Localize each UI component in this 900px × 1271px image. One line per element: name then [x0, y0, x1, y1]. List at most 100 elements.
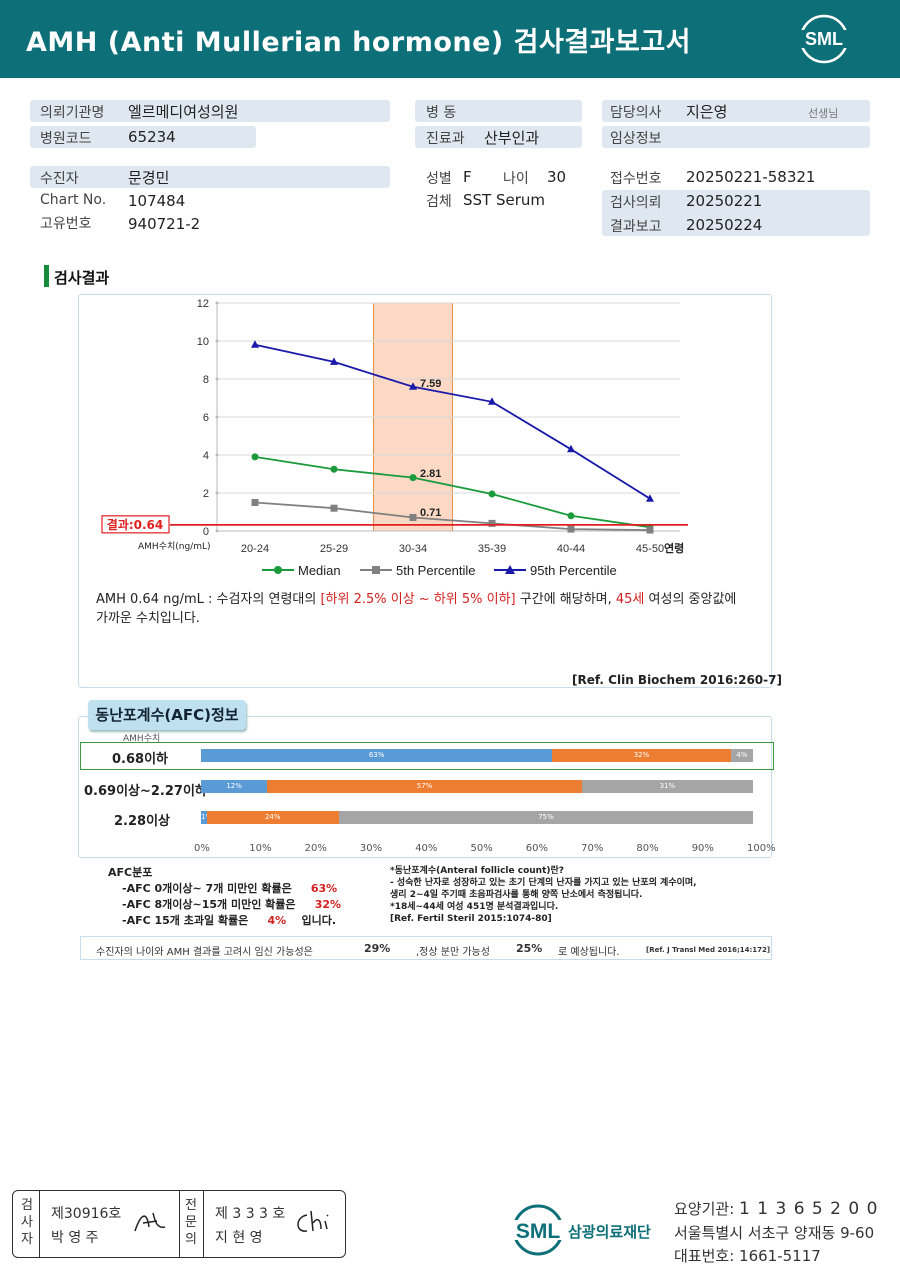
chart-no-label: Chart No. [40, 192, 107, 208]
data-point [567, 444, 575, 453]
data-point [567, 525, 575, 533]
hospital-code-value: 65234 [128, 128, 176, 146]
afc-dist-line: -AFC 0개이상~ 7개 미만인 확률은 63% [122, 882, 338, 895]
y-tick-label: 8 [203, 374, 209, 386]
afc-definition: *동난포계수(Anteral follicle count)란? - 성숙한 난… [390, 866, 697, 924]
tester-col-label: 검사자 [21, 1198, 33, 1247]
tester-signature-icon [134, 1212, 166, 1232]
afc-axis-tick: 90% [691, 843, 714, 854]
x-tick-label: 40-44 [557, 543, 585, 555]
report-header: AMH (Anti Mullerian hormone) 검사결과보고서 SML [0, 0, 900, 78]
afc-seg: 12% [201, 780, 268, 793]
y-tick-label: 6 [203, 412, 209, 424]
sex-value: F [463, 168, 472, 186]
afc-stack-2: 1% 24% 75% [201, 811, 753, 824]
tester-name: 박 영 주 [51, 1230, 99, 1246]
report-date-value: 20250224 [686, 216, 763, 234]
request-date-value: 20250221 [686, 192, 763, 210]
afc-row-label: 0.69이상~2.27이하 [84, 784, 207, 799]
institution-value: 엘르메디여성의원 [128, 103, 239, 121]
pregnancy-text-c: 로 예상됩니다. [558, 947, 620, 958]
specimen-value: SST Serum [463, 191, 546, 209]
doctor-value: 지은영 [686, 103, 728, 121]
data-point [409, 514, 417, 522]
interp-part-5: 여성의 중앙값에 [644, 592, 737, 607]
dept-label: 진료과 [426, 131, 465, 147]
afc-axis-tick: 100% [747, 843, 776, 854]
data-point [409, 474, 417, 482]
y-tick-label: 0 [203, 526, 209, 538]
afc-seg: 1% [201, 811, 207, 824]
series-line-1 [254, 501, 651, 531]
x-tick-label: 45-50 [636, 543, 664, 555]
doctor-signature-icon [297, 1210, 329, 1232]
afc-axis-tick: 0% [194, 843, 210, 854]
chart-no-value: 107484 [128, 192, 186, 210]
afc-axis-tick: 60% [525, 843, 549, 854]
request-date-label: 검사의뢰 [610, 195, 662, 211]
afc-highlight-row [80, 742, 774, 770]
afc-seg: 75% [338, 811, 753, 824]
data-point [409, 382, 417, 390]
interp-age: 45세 [615, 592, 645, 607]
pregnancy-rate: 29% [364, 942, 391, 955]
legend-label: Median [298, 563, 341, 578]
unique-id-label: 고유번호 [40, 216, 92, 232]
unique-id-value: 940721-2 [128, 215, 201, 233]
reference-3: [Ref. J Transl Med 2016;14:172] [646, 946, 771, 954]
section-title: 검사결과 [54, 269, 110, 287]
doctor-id: 제 3 3 3 호 [215, 1206, 286, 1222]
afc-seg: 32% [552, 749, 731, 762]
patient-label: 수진자 [40, 171, 79, 187]
data-point [488, 490, 496, 498]
afc-dist-title: AFC분포 [108, 866, 153, 879]
x-axis-label: 연령 [664, 541, 684, 555]
afc-axis-tick: 30% [359, 843, 383, 854]
footer-logo-text: SML [516, 1220, 561, 1243]
interp-part-1: AMH 0.64 ng/mL : 수검자의 연령대의 [96, 592, 321, 607]
data-point [330, 504, 338, 512]
data-label: 0.71 [420, 507, 441, 519]
footer-address: 서울특별시 서초구 양재동 9-60 [674, 1224, 875, 1242]
delivery-rate: 25% [516, 942, 543, 955]
pregnancy-summary-box [80, 936, 772, 960]
footer-org-name: 삼광의료재단 [568, 1223, 651, 1241]
afc-stack-0: 63% 32% 4% [201, 749, 753, 762]
report-title: AMH (Anti Mullerian hormone) 검사결과보고서 [26, 27, 692, 58]
afc-seg: 63% [201, 749, 553, 762]
afc-row-label: 2.28이상 [114, 814, 170, 829]
pregnancy-text-a: 수진자의 나이와 AMH 결과를 고려시 임신 가능성은 [96, 947, 313, 958]
patient-box [30, 166, 390, 188]
tester-id: 제30916호 [51, 1206, 122, 1222]
sex-label: 성별 [426, 171, 452, 187]
clinical-box [602, 126, 870, 148]
data-point [251, 453, 259, 461]
legend-marker [372, 566, 380, 574]
signature-box: 검사자 제30916호 박 영 주 전문의 제 3 3 3 호 지 현 영 [12, 1190, 346, 1258]
afc-seg: 4% [730, 749, 753, 762]
afc-seg: 57% [267, 780, 582, 793]
afc-axis-tick: 40% [415, 843, 438, 854]
interp-range: [하위 2.5% 이상 ~ 하위 5% 이하] [320, 592, 516, 607]
x-tick-label: 30-34 [399, 543, 427, 555]
afc-axis-tick: 80% [636, 843, 659, 854]
clinical-label: 임상정보 [610, 131, 662, 147]
section-marker [44, 265, 49, 287]
afc-seg: 24% [206, 811, 339, 824]
ward-label: 병 동 [426, 105, 457, 121]
doctor-label: 담당의사 [610, 105, 662, 121]
age-value: 30 [547, 168, 567, 186]
series-line-0 [254, 456, 651, 529]
doctor-box [602, 100, 870, 122]
data-point [646, 494, 654, 502]
sml-logo: SML [796, 14, 852, 64]
data-point [330, 357, 338, 365]
doctor-suffix: 선생님 [808, 107, 839, 120]
x-tick-label: 35-39 [478, 543, 506, 555]
interp-part-3: 구간에 해당하며, [515, 592, 616, 607]
data-label: 2.81 [420, 468, 441, 480]
afc-seg: 31% [581, 780, 753, 793]
pregnancy-text-b: ,정상 분만 가능성 [416, 947, 490, 958]
afc-caption: AMH수치 [123, 734, 161, 744]
footer-code: 요양기관: 1 1 3 6 5 2 0 0 [674, 1199, 879, 1219]
